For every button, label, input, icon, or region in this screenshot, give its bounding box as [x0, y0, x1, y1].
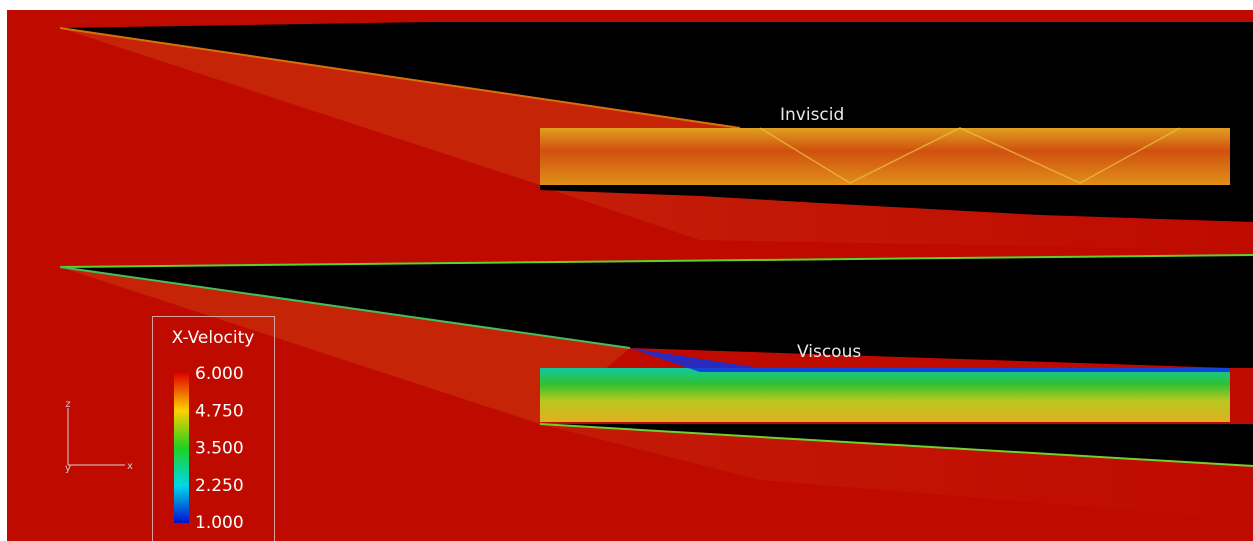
colorbar-tick-label: 2.250 [195, 476, 244, 496]
colorbar-title: X-Velocity [172, 328, 255, 348]
colorbar-tick-label: 3.500 [195, 439, 244, 459]
colorbar-tick-label: 1.000 [195, 513, 244, 533]
colorbar [174, 373, 189, 523]
viewport: Inviscid Viscous X-Velocity 6.000 4.750 3.… [0, 0, 1253, 541]
colorbar-tick-label: 6.000 [195, 364, 244, 384]
axis-label: z [65, 399, 70, 410]
inviscid-channel [540, 128, 1230, 185]
region-label: Inviscid [780, 105, 844, 125]
viscous-channel [540, 368, 1230, 422]
axis-label: y [65, 463, 71, 474]
axis-label: x [127, 461, 133, 472]
colorbar-tick-label: 4.750 [195, 401, 244, 421]
region-label: Viscous [797, 342, 861, 362]
